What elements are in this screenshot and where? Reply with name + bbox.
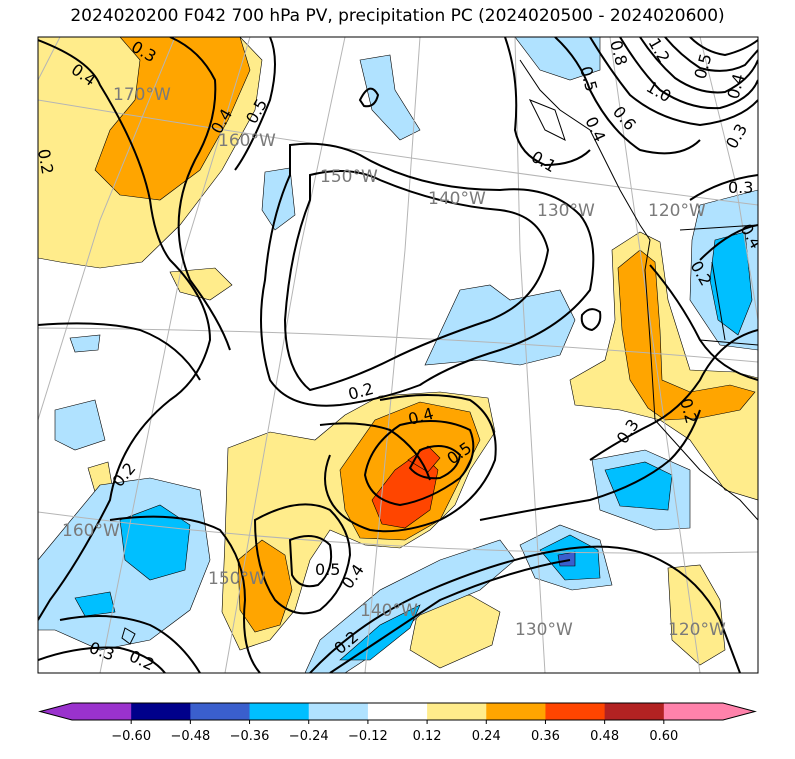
colorbar-tick-label: 0.60	[649, 729, 678, 744]
contour-label: 0.2	[34, 147, 57, 175]
colorbar-extend-low	[40, 703, 72, 720]
moderate-negative-area-east	[709, 231, 753, 336]
longitude-labels: 170°W 160°W 150°W 140°W 130°W 120°W 160°…	[62, 85, 726, 640]
colorbar-tick-label: 0.36	[531, 729, 560, 744]
strong-positive-area-northwest	[94, 37, 251, 201]
lon-label-120w-bottom: 120°W	[668, 620, 726, 640]
colorbar-cell	[427, 703, 487, 720]
negative-area-north	[514, 37, 601, 81]
pv-contours	[38, 37, 758, 673]
colorbar-tick-label: 0.48	[590, 729, 619, 744]
negative-area-northcentral	[359, 54, 421, 141]
colorbar-cell	[131, 703, 191, 720]
moderate-negative-spot-southwest	[74, 591, 116, 617]
precipitation-shading	[38, 37, 758, 673]
heavy-positive-spot	[407, 445, 441, 473]
positive-area-coastal	[569, 231, 758, 501]
colorbar-outline	[38, 702, 757, 721]
colorbar-tick-label: −0.48	[170, 729, 210, 744]
lon-label-170w-top: 170°W	[113, 85, 171, 105]
colorbar-cell	[545, 703, 606, 720]
lon-label-130w-bottom: 130°W	[515, 620, 573, 640]
colorbar-cell	[190, 703, 251, 720]
lon-label-160w-bottom: 160°W	[62, 521, 120, 541]
colorbar-cell	[486, 703, 546, 720]
lon-label-120w-top: 120°W	[648, 201, 706, 221]
negative-area-west-small	[69, 334, 101, 353]
colorbar-cell	[367, 703, 428, 720]
positive-area-southeast	[667, 564, 726, 666]
map-frame	[37, 36, 759, 674]
contour-label: 0.5	[315, 560, 340, 579]
lon-label-160w-top: 160°W	[218, 131, 276, 151]
lon-label-130w-top: 130°W	[537, 201, 595, 221]
colorbar-cells	[38, 702, 757, 721]
lon-label-140w-bottom: 140°W	[360, 601, 418, 621]
colorbar-cell	[604, 703, 665, 720]
chart-title: 2024020200 F042 700 hPa PV, precipitatio…	[70, 6, 725, 26]
colorbar-tick-label: −0.36	[230, 729, 270, 744]
positive-area-south	[409, 594, 501, 669]
colorbar-tick-label: 0.24	[472, 729, 501, 744]
negative-area-west	[54, 399, 106, 451]
heavy-positive-area-central	[371, 451, 439, 529]
colorbar-cell	[663, 703, 724, 720]
colorbar-ticks: −0.60 −0.48 −0.36 −0.24 −0.12 0.12 0.24 0.36 0.4…	[111, 720, 678, 744]
contour-label: 0.3	[728, 178, 753, 197]
coastline	[121, 59, 758, 645]
colorbar-cell	[249, 703, 310, 720]
colorbar-tick-label: −0.24	[289, 729, 329, 744]
colorbar-cell	[72, 703, 132, 720]
lon-label-150w-top: 150°W	[320, 167, 378, 187]
colorbar-tick-label: −0.60	[111, 729, 151, 744]
colorbar-tick-label: −0.12	[348, 729, 388, 744]
colorbar-extend-high	[723, 703, 755, 720]
negative-band-south	[304, 539, 516, 673]
colorbar-tick-label: 0.12	[413, 729, 442, 744]
graticule	[38, 37, 758, 673]
colorbar-cell	[308, 703, 369, 720]
moderate-negative-area-southeast-2	[604, 461, 673, 511]
lon-label-140w-top: 140°W	[428, 189, 486, 209]
lon-label-150w-bottom: 150°W	[208, 569, 266, 589]
